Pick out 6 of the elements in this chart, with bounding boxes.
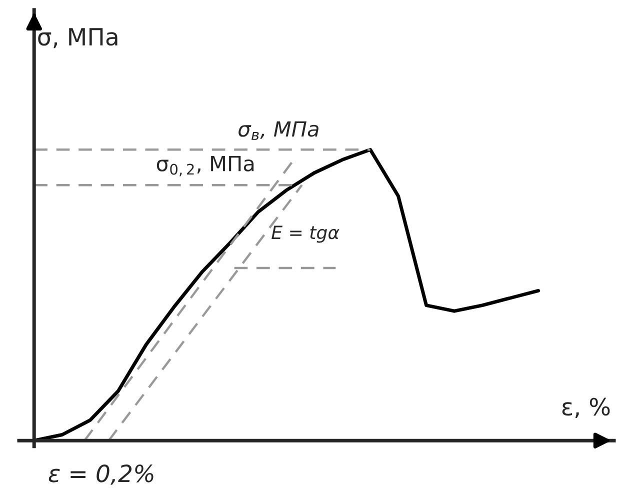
- annotation: E = tgα: [272, 226, 340, 243]
- x-axis-title: ε, %: [562, 398, 610, 418]
- ref-line-label: σ$_{в}$, МПа: [238, 121, 318, 140]
- text: ε = 0,2%: [48, 464, 154, 485]
- ref-line-label: σ$_{0,2}$, МПа: [156, 156, 254, 176]
- y-axis-title: σ, МПа: [38, 28, 118, 48]
